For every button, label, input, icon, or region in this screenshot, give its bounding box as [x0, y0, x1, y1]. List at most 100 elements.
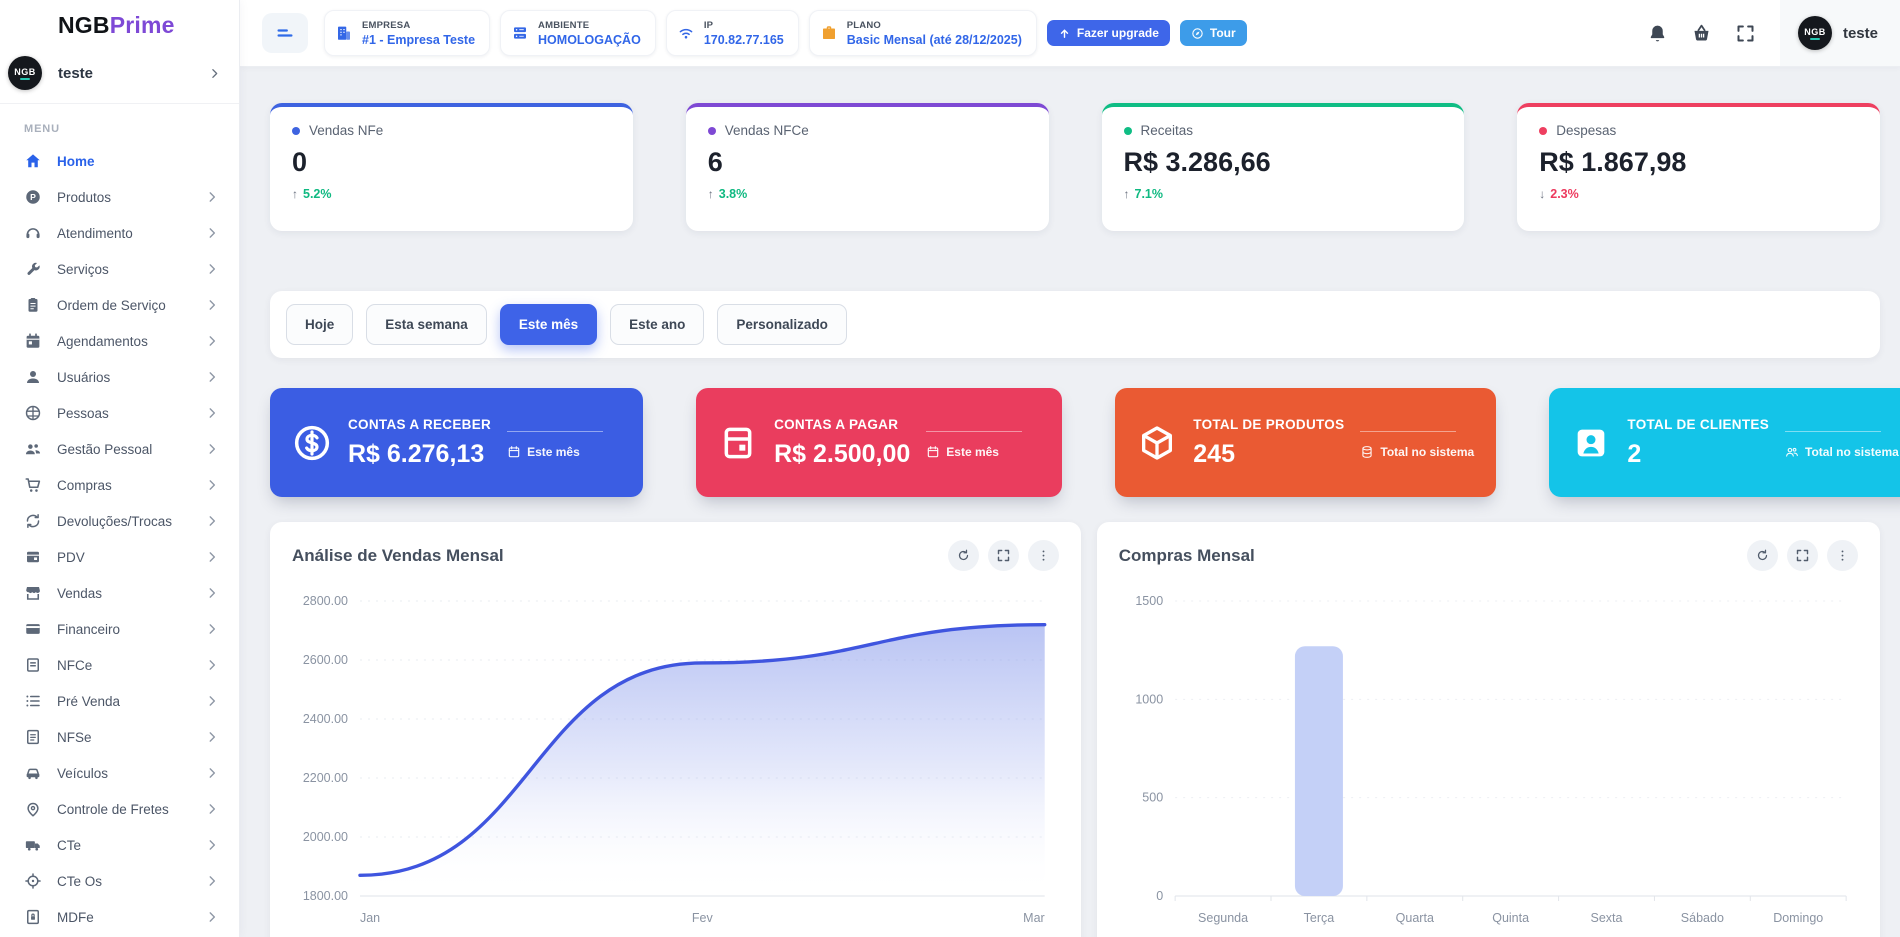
sidebar-item-veiculos[interactable]: Veículos [0, 755, 239, 791]
sidebar-item-agendamentos[interactable]: Agendamentos [0, 323, 239, 359]
filter-button-este-mes[interactable]: Este mês [499, 304, 598, 345]
stat-card-header: Despesas [1539, 123, 1858, 138]
sidebar-user[interactable]: NGB teste [0, 50, 239, 104]
sidebar-item-label: Usuários [57, 369, 111, 385]
sidebar-item-devolucoes-trocas[interactable]: Devoluções/Trocas [0, 503, 239, 539]
kpi-side: Este mês [507, 427, 623, 459]
cte-icon [24, 836, 42, 854]
info-chip-ip[interactable]: IP 170.82.77.165 [665, 10, 799, 56]
user-menu[interactable]: NGB teste [1779, 0, 1900, 66]
sidebar-item-cte[interactable]: CTe [0, 827, 239, 863]
sidebar-item-pre-venda[interactable]: Pré Venda [0, 683, 239, 719]
avatar: NGB [8, 56, 42, 90]
svg-text:Sábado: Sábado [1681, 911, 1724, 925]
sidebar-item-vendas[interactable]: Vendas [0, 575, 239, 611]
refresh-button[interactable] [947, 540, 979, 571]
filter-button-esta-semana[interactable]: Esta semana [366, 304, 487, 345]
tour-button[interactable]: Tour [1179, 20, 1247, 46]
expand-button[interactable] [987, 540, 1019, 571]
sidebar-item-label: Compras [57, 477, 112, 493]
chevron-right-icon [205, 370, 219, 384]
nfce-icon [24, 656, 42, 674]
expand-icon [1795, 548, 1810, 563]
chevron-right-icon [205, 406, 219, 420]
stat-title: Receitas [1140, 123, 1194, 138]
sidebar-item-ordem-de-servico[interactable]: Ordem de Serviço [0, 287, 239, 323]
kpi-value: 2 [1627, 439, 1642, 468]
chip-label: EMPRESA [362, 19, 411, 31]
sidebar-item-nfse[interactable]: NFSe [0, 719, 239, 755]
refresh-button[interactable] [1747, 540, 1778, 571]
tour-icon [1191, 27, 1204, 40]
sidebar-item-pdv[interactable]: PDV [0, 539, 239, 575]
sidebar-item-label: Veículos [57, 765, 109, 781]
status-dot [1123, 126, 1132, 135]
chip-label: AMBIENTE [538, 19, 590, 31]
sidebar-item-mdfe[interactable]: MDFe [0, 899, 239, 935]
refresh-icon [1755, 548, 1770, 563]
svg-text:Sexta: Sexta [1590, 911, 1622, 925]
sidebar-user-name: teste [58, 64, 94, 82]
sidebar-item-pessoas[interactable]: Pessoas [0, 395, 239, 431]
sidebar-item-label: Ordem de Serviço [57, 297, 166, 313]
info-chip-empresa[interactable]: EMPRESA #1 - Empresa Teste [324, 10, 491, 56]
chevron-right-icon [208, 67, 221, 80]
sidebar-item-controle-de-fretes[interactable]: Controle de Fretes [0, 791, 239, 827]
market-button[interactable] [1680, 11, 1724, 55]
svg-text:Mar: Mar [1023, 911, 1045, 925]
clients-total-icon [1571, 423, 1611, 463]
products-total-icon [1137, 423, 1177, 463]
sidebar-item-financeiro[interactable]: Financeiro [0, 611, 239, 647]
fullscreen-button[interactable] [1724, 11, 1768, 55]
divider [926, 430, 1023, 432]
filter-button-este-ano[interactable]: Este ano [610, 304, 705, 345]
sidebar-item-produtos[interactable]: P Produtos [0, 179, 239, 215]
info-chip-plano[interactable]: PLANO Basic Mensal (até 28/12/2025) [808, 10, 1037, 56]
chevron-right-icon [205, 514, 219, 528]
menu-toggle-button[interactable] [262, 13, 308, 53]
kpi-main: CONTAS A PAGAR R$ 2.500,00 [774, 417, 910, 469]
chip-value: HOMOLOGAÇÃO [538, 32, 641, 47]
bell-icon [1647, 23, 1668, 44]
sidebar-item-nfce[interactable]: NFCe [0, 647, 239, 683]
sidebar-item-home[interactable]: Home [0, 143, 239, 179]
kpi-side: Total no sistema [1785, 427, 1900, 459]
filter-button-hoje[interactable]: Hoje [286, 304, 354, 345]
trend-up-icon: ↑ [1123, 187, 1130, 201]
kpi-sublabel: Total no sistema [1360, 445, 1476, 459]
upgrade-button[interactable]: Fazer upgrade [1046, 20, 1170, 46]
options-button[interactable] [1827, 540, 1858, 571]
status-dot [707, 126, 716, 135]
sidebar-item-label: Atendimento [57, 225, 133, 241]
chart-header: Análise de Vendas Mensal [292, 540, 1059, 571]
kpi-title: CONTAS A PAGAR [774, 416, 899, 432]
options-button[interactable] [1027, 540, 1059, 571]
filter-button-personalizado[interactable]: Personalizado [717, 304, 847, 345]
divider [1785, 430, 1882, 432]
info-chip-ambiente[interactable]: AMBIENTE HOMOLOGAÇÃO [500, 10, 656, 56]
expand-button[interactable] [1787, 540, 1818, 571]
sidebar-item-usuarios[interactable]: Usuários [0, 359, 239, 395]
sidebar-item-label: Devoluções/Trocas [57, 513, 173, 529]
sidebar-item-compras[interactable]: Compras [0, 467, 239, 503]
sidebar-item-cte-os[interactable]: CTe Os [0, 863, 239, 899]
notifications-button[interactable] [1636, 11, 1680, 55]
chart-plot-compras-mensal: 0 500 1000 1500 Segunda Terça Quarta Quinta Sext… [1135, 594, 1847, 925]
stat-card-vendas-nfe: Vendas NFe 0 ↑ 5.2% [270, 103, 633, 231]
header-right: NGB teste [1636, 0, 1900, 66]
svg-text:1500: 1500 [1135, 594, 1163, 608]
chevron-right-icon [205, 766, 219, 780]
sidebar-item-gestao-pessoal[interactable]: Gestão Pessoal [0, 431, 239, 467]
stat-value: R$ 1.867,98 [1539, 147, 1687, 177]
sidebar-item-label: MDFe [57, 909, 94, 925]
cteos-icon [24, 872, 42, 890]
sidebar-item-servicos[interactable]: Serviços [0, 251, 239, 287]
menu-section-label: MENU [24, 123, 60, 135]
chip-value: 170.82.77.165 [703, 32, 784, 47]
sidebar-item-label: CTe Os [57, 873, 103, 889]
kpi-side: Este mês [926, 427, 1042, 459]
stat-card-vendas-nfce: Vendas NFCe 6 ↑ 3.8% [685, 103, 1049, 231]
sidebar-item-atendimento[interactable]: Atendimento [0, 215, 239, 251]
stat-title: Vendas NFe [309, 123, 384, 138]
